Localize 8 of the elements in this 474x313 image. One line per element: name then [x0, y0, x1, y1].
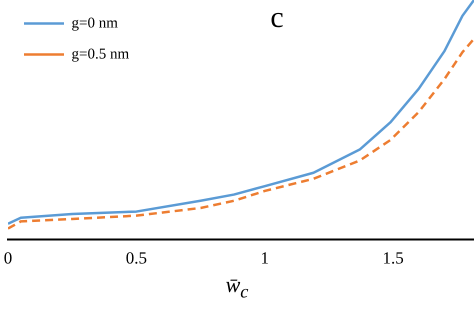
x-tick-label: 1.5	[382, 248, 404, 268]
x-axis-title: w̄$_{c}$	[224, 272, 250, 302]
x-tick-label: 1	[260, 248, 269, 268]
legend-label: g=0.5 nm	[72, 46, 130, 62]
x-tick-label: 0.5	[126, 248, 147, 268]
annotation: c	[270, 0, 284, 34]
legend-label: g=0 nm	[72, 15, 118, 32]
x-tick-label: 0	[4, 248, 12, 268]
